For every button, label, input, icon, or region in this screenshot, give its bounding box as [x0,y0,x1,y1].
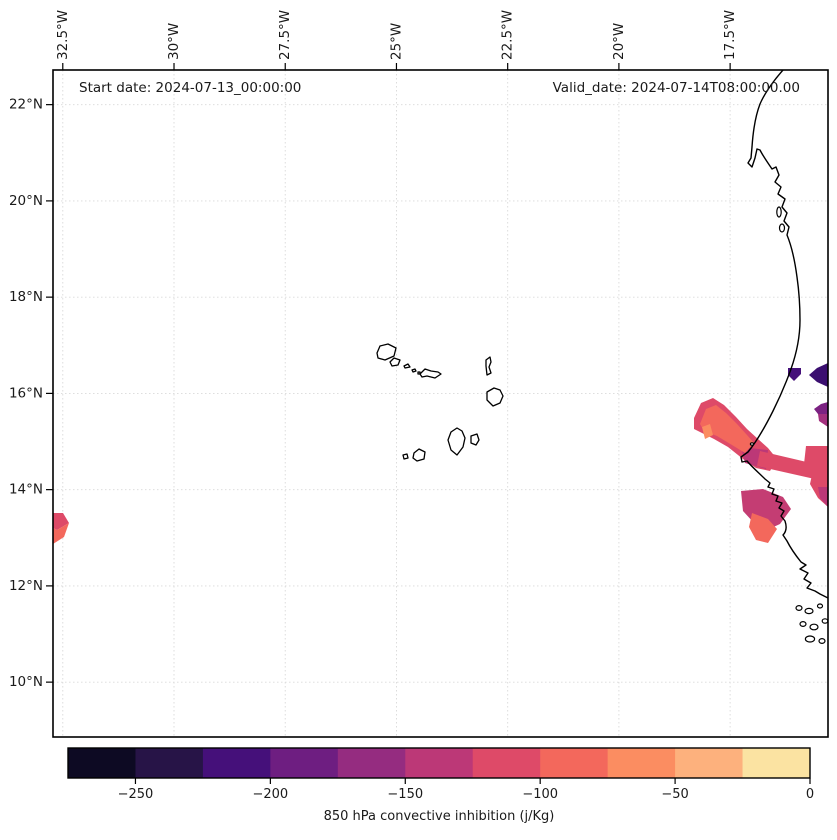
islet [778,223,786,233]
colorbar-segment [540,748,609,778]
cin-patch-east-edge-purple-lower [818,414,828,427]
cape-verde-islands [376,206,828,644]
lat-tick-label: 20°N [9,193,43,209]
axis-tick-labels: 32.5°W 30°W 27.5°W 25°W 22.5°W 20°W 17.5°W 22°N… [9,10,738,690]
colorbar-frame [67,747,811,779]
valid-date-annotation: Valid_date: 2024-07-14T08:00:00.00 [553,80,800,96]
lon-tick-label: 25°W [388,23,404,60]
islet [749,442,755,446]
island [402,453,409,460]
colorbar: −250 −200 −150 −100 −50 0 850 hPa convective … [67,747,815,824]
colorbar-label: 850 hPa convective inhibition (j/Kg) [324,809,555,824]
cin-patch-west-edge-orange [53,523,69,544]
cin-patch-north-dark-purple-west [788,368,801,381]
lat-tick-label: 14°N [9,482,43,498]
cin-patch-south-of-dakar-orange [749,513,777,543]
island [470,433,480,446]
colorbar-tick-label: 0 [806,787,814,802]
cin-patch-coastal-band-light-spot [702,424,713,439]
lon-tick-label: 27.5°W [277,10,293,60]
cin-filled-contours [53,363,828,544]
island [389,357,401,367]
colorbar-tick-label: −250 [118,787,154,802]
lat-tick-label: 12°N [9,578,43,594]
coastlines [376,70,828,644]
africa-coastline [740,70,828,599]
colorbar-tick-labels: −250 −200 −150 −100 −50 0 [118,787,815,802]
islet [816,603,824,609]
colorbar-ticks [134,778,811,784]
lon-tick-label: 20°W [611,23,627,60]
island [485,356,492,376]
colorbar-segment [202,748,271,778]
colorbar-segment [607,748,676,778]
lat-tick-label: 18°N [9,289,43,305]
cin-patch-east-edge-purple-upper [814,402,828,414]
axis-ticks [46,63,731,683]
island [403,363,411,369]
colorbar-segment [675,748,744,778]
start-date-annotation: Start date: 2024-07-13_00:00:00 [79,80,301,96]
cin-patch-strip-to-east-pink [757,451,828,482]
island [447,427,466,456]
colorbar-tick-label: −200 [253,787,289,802]
cin-patch-coastal-band-orange [700,405,754,453]
islet [804,607,814,615]
plot-frame [52,69,829,738]
island [486,387,504,407]
cin-patch-east-edge-pink-block [804,446,828,470]
cin-patch-north-dark-purple-east [809,363,828,387]
lon-tick-label: 22.5°W [500,10,516,60]
colorbar-tick-label: −150 [387,787,423,802]
colorbar-tick-label: −50 [661,787,688,802]
islet [795,604,803,611]
gridlines [53,70,828,737]
colorbar-segment [742,748,811,778]
island [419,368,442,379]
colorbar-segment [472,748,541,778]
island [376,343,397,361]
colorbar-segment [337,748,406,778]
lat-tick-label: 22°N [9,97,43,113]
colorbar-segments [68,748,811,778]
lon-tick-label: 32.5°W [55,10,71,60]
island [412,448,426,462]
colorbar-segment [270,748,339,778]
colorbar-segment [405,748,474,778]
islet [799,620,807,627]
lon-tick-label: 17.5°W [722,10,738,60]
islet [804,635,816,643]
cin-patch-west-edge-pink [53,513,69,530]
colorbar-tick-label: −100 [522,787,558,802]
colorbar-segment [68,748,136,778]
cin-patch-southeast-edge-magenta [818,487,828,507]
lat-tick-label: 16°N [9,385,43,401]
islet [776,206,782,218]
lon-tick-label: 30°W [166,23,182,60]
islet [809,623,819,631]
lat-tick-label: 10°N [9,674,43,690]
islet [821,618,828,624]
island [411,368,417,373]
colorbar-segment [135,748,204,778]
islet [818,637,826,644]
